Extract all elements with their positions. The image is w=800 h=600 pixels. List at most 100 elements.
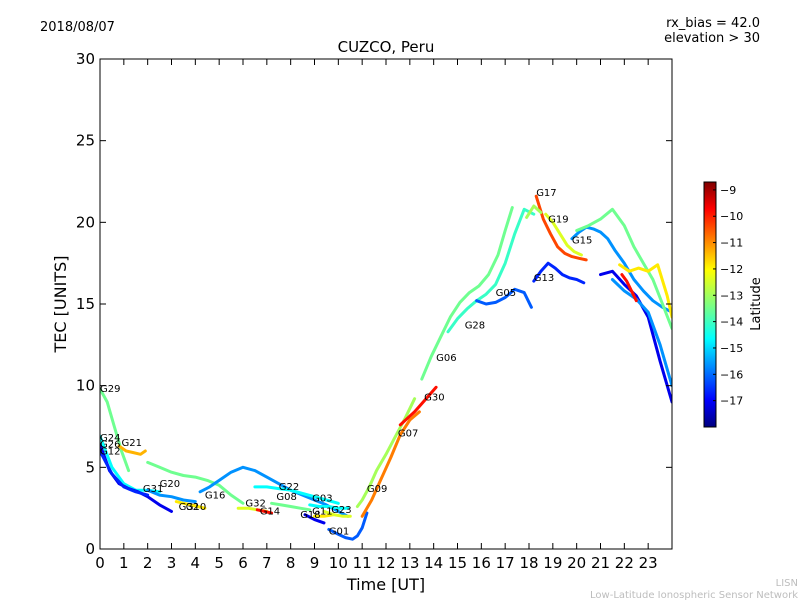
series-line-g28 xyxy=(446,207,536,334)
series-line-track-33 xyxy=(525,204,543,219)
elevation-label: elevation > 30 xyxy=(664,31,760,46)
satellite-label-g18: G18 xyxy=(300,510,320,521)
satellite-label-g08: G08 xyxy=(276,492,296,503)
date-label: 2018/08/07 xyxy=(40,20,115,35)
colorbar-tick-label: −9 xyxy=(720,184,736,197)
series-line-g11 xyxy=(313,513,336,518)
y-tick-label: 0 xyxy=(85,540,95,558)
colorbar-ticks: −17 −16 −15 −14 −13 −12 −11 −10 −9 xyxy=(713,184,743,408)
series-line-g07 xyxy=(360,410,421,518)
x-tick-label: 5 xyxy=(214,554,224,572)
series-line-g22 xyxy=(253,485,340,505)
x-tick-label: 16 xyxy=(472,554,491,572)
satellite-label-g30: G30 xyxy=(424,392,444,403)
y-axis-label: TEC [UNITS] xyxy=(51,256,70,354)
x-tick-label: 19 xyxy=(543,554,562,572)
x-tick-label: 4 xyxy=(191,554,201,572)
series-line-g23 xyxy=(322,509,352,518)
x-tick-label: 12 xyxy=(376,554,395,572)
x-tick-label: 10 xyxy=(329,554,348,572)
satellite-label-g16: G16 xyxy=(205,490,225,501)
colorbar-tick-label: −15 xyxy=(720,342,743,355)
x-tick-label: 3 xyxy=(167,554,177,572)
colorbar-tick-label: −10 xyxy=(720,210,743,223)
series-line-g21 xyxy=(117,444,147,456)
satellite-label-g31: G31 xyxy=(143,484,163,495)
x-tick-label: 9 xyxy=(310,554,320,572)
series-line-track-30 xyxy=(599,269,672,404)
y-tick-label: 5 xyxy=(85,458,95,476)
colorbar-label: Latitude xyxy=(749,277,764,331)
series-line-g16 xyxy=(198,465,350,518)
satellite-label-g23: G23 xyxy=(331,505,351,516)
colorbar-tick-label: −16 xyxy=(720,368,743,381)
x-tick-label: 14 xyxy=(424,554,443,572)
satellite-label-g29: G29 xyxy=(100,384,120,395)
series-line-g29 xyxy=(100,387,131,473)
x-tick-label: 8 xyxy=(286,554,296,572)
series-line-g12 xyxy=(100,449,150,497)
satellite-label-g17: G17 xyxy=(536,188,556,199)
satellite-label-g05: G05 xyxy=(496,288,516,299)
axis-layer: 0 1 2 3 4 5 6 7 8 9 10 11 12 13 14 15 16 17 18 19 20 21 22 2305… xyxy=(76,50,672,572)
satellite-label-g15: G15 xyxy=(572,236,592,247)
x-tick-label: 1 xyxy=(119,554,129,572)
satellite-label-g32: G32 xyxy=(179,502,199,513)
series-line-g14 xyxy=(255,508,274,515)
series-layer xyxy=(100,194,672,541)
series-line-g01 xyxy=(327,511,369,541)
x-tick-label: 11 xyxy=(353,554,372,572)
y-tick-label: 20 xyxy=(76,213,95,231)
x-tick-label: 21 xyxy=(591,554,610,572)
satellite-label-g06: G06 xyxy=(436,353,456,364)
series-line-g17 xyxy=(534,194,588,262)
x-tick-label: 2 xyxy=(143,554,153,572)
x-tick-label: 0 xyxy=(95,554,105,572)
series-line-g10 xyxy=(174,500,207,510)
series-line-g31 xyxy=(146,488,197,504)
x-tick-label: 17 xyxy=(496,554,515,572)
satellite-label-g07: G07 xyxy=(398,428,418,439)
satellite-label-g24: G24 xyxy=(100,433,120,444)
satellite-label-g22: G22 xyxy=(279,482,299,493)
series-line-g20 xyxy=(146,460,245,505)
series-line-track-32 xyxy=(620,273,638,303)
satellite-label-g26: G26 xyxy=(100,440,120,451)
x-tick-label: 18 xyxy=(519,554,538,572)
satellite-label-g10: G10 xyxy=(186,502,206,513)
series-line-g05 xyxy=(475,287,533,309)
x-tick-label: 20 xyxy=(567,554,586,572)
series-line-track-29 xyxy=(618,263,672,319)
series-line-g18 xyxy=(303,513,326,525)
colorbar-tick-label: −14 xyxy=(720,316,743,329)
rx-bias-label: rx_bias = 42.0 xyxy=(666,16,760,31)
series-line-g30 xyxy=(398,385,438,427)
footer-network: Low-Latitude Ionospheric Sensor Network xyxy=(590,590,798,600)
satellite-label-g28: G28 xyxy=(465,321,485,332)
series-line-g06 xyxy=(420,206,514,381)
series-line-g03 xyxy=(308,503,350,510)
satellite-label-g13: G13 xyxy=(534,273,554,284)
satellite-label-g09: G09 xyxy=(367,484,387,495)
colorbar xyxy=(703,181,717,428)
series-line-g19 xyxy=(544,212,583,257)
y-tick-label: 30 xyxy=(76,50,95,68)
x-tick-label: 22 xyxy=(615,554,634,572)
colorbar-tick-label: −11 xyxy=(720,237,743,250)
satellite-label-g32: G32 xyxy=(245,499,265,510)
x-tick-label: 13 xyxy=(400,554,419,572)
series-line-g08 xyxy=(270,501,312,512)
y-tick-label: 10 xyxy=(76,377,95,395)
x-tick-label: 6 xyxy=(238,554,248,572)
series-line-track-28 xyxy=(575,207,672,330)
satellite-label-g19: G19 xyxy=(548,214,568,225)
satellite-label-g11: G11 xyxy=(312,507,332,518)
x-axis-label: Time [UT] xyxy=(346,575,425,594)
satellite-label-g03: G03 xyxy=(312,494,332,505)
colorbar-tick-label: −13 xyxy=(720,289,743,302)
series-line-track-31 xyxy=(610,278,672,388)
x-tick-label: 15 xyxy=(448,554,467,572)
colorbar-tick-label: −17 xyxy=(720,395,743,408)
x-tick-label: 23 xyxy=(639,554,658,572)
